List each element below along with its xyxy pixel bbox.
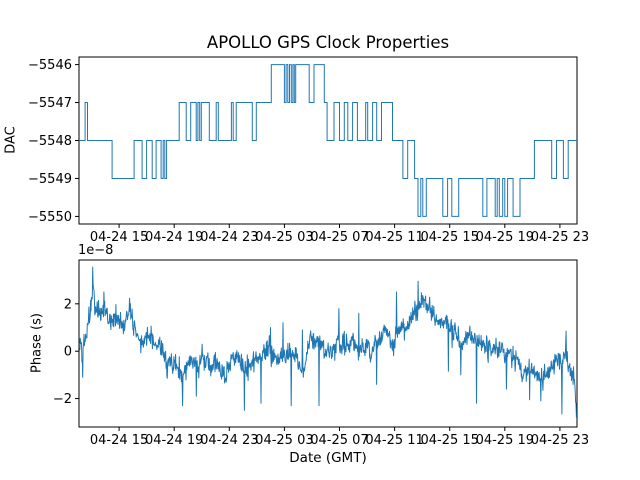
y-tick-label: −5550: [28, 210, 72, 225]
y-tick-label: −5548: [28, 134, 72, 149]
x-tick-label: 04-25 23: [531, 433, 589, 448]
y-tick-label: −5547: [28, 96, 72, 111]
y-tick-label: 0: [64, 345, 72, 360]
page-title: APOLLO GPS Clock Properties: [206, 33, 450, 52]
phase-series-line: [78, 266, 577, 418]
y-tick-label: −5546: [28, 58, 72, 73]
y-tick-label: −2: [53, 392, 72, 407]
x-tick-label: 04-24 23: [200, 230, 258, 245]
x-tick-label: 04-24 19: [145, 230, 203, 245]
x-tick-label: 04-25 19: [476, 230, 534, 245]
x-tick-label: 04-24 15: [90, 433, 148, 448]
x-tick-label: 04-25 23: [531, 230, 589, 245]
phase-scale-offset-label: 1e−8: [78, 243, 114, 258]
x-tick-label: 04-25 11: [365, 230, 423, 245]
x-axis-label: Date (GMT): [289, 450, 367, 466]
x-tick-label: 04-25 11: [365, 433, 423, 448]
x-tick-label: 04-25 15: [420, 433, 478, 448]
x-tick-label: 04-25 03: [255, 230, 313, 245]
x-tick-label: 04-25 15: [420, 230, 478, 245]
x-tick-label: 04-24 15: [90, 230, 148, 245]
y-tick-label: 2: [64, 297, 72, 312]
x-tick-label: 04-25 07: [310, 433, 368, 448]
y-tick-label: −5549: [28, 172, 72, 187]
x-tick-label: 04-25 19: [476, 433, 534, 448]
x-tick-label: 04-24 19: [145, 433, 203, 448]
x-tick-label: 04-24 23: [200, 433, 258, 448]
x-tick-label: 04-25 07: [310, 230, 368, 245]
dac-series-line: [79, 64, 577, 217]
x-tick-label: 04-25 03: [255, 433, 313, 448]
